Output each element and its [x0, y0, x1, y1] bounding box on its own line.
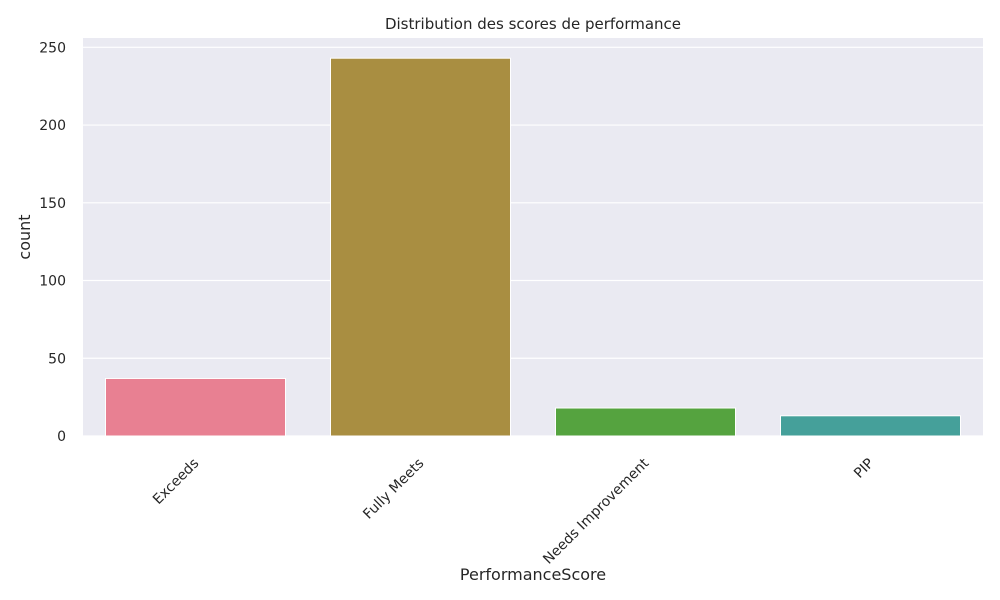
y-tick-label: 250	[39, 40, 66, 56]
y-tick-label: 150	[39, 196, 66, 212]
x-tick-labels: Exceeds Fully Meets Needs Improvement PIP	[150, 455, 877, 567]
y-tick-label: 0	[57, 429, 66, 445]
bars	[105, 57, 961, 437]
x-axis-label: PerformanceScore	[460, 565, 606, 584]
bar-needs-improvement	[555, 407, 736, 437]
x-tick-label: Exceeds	[150, 456, 202, 508]
y-tick-label: 100	[39, 274, 66, 290]
plot-area	[83, 38, 983, 436]
y-tick-label: 50	[48, 351, 66, 367]
y-axis-label: count	[15, 214, 34, 259]
y-tick-label: 200	[39, 118, 66, 134]
chart-title: Distribution des scores de performance	[385, 15, 681, 33]
x-tick-label: PIP	[851, 456, 877, 482]
y-tick-labels: 0 50 100 150 200 250	[39, 40, 66, 445]
x-tick-label: Fully Meets	[360, 456, 427, 523]
bar-fully-meets	[330, 57, 511, 437]
bar-pip	[780, 415, 961, 437]
bar-exceeds	[105, 377, 286, 437]
x-tick-label: Needs Improvement	[540, 455, 652, 567]
